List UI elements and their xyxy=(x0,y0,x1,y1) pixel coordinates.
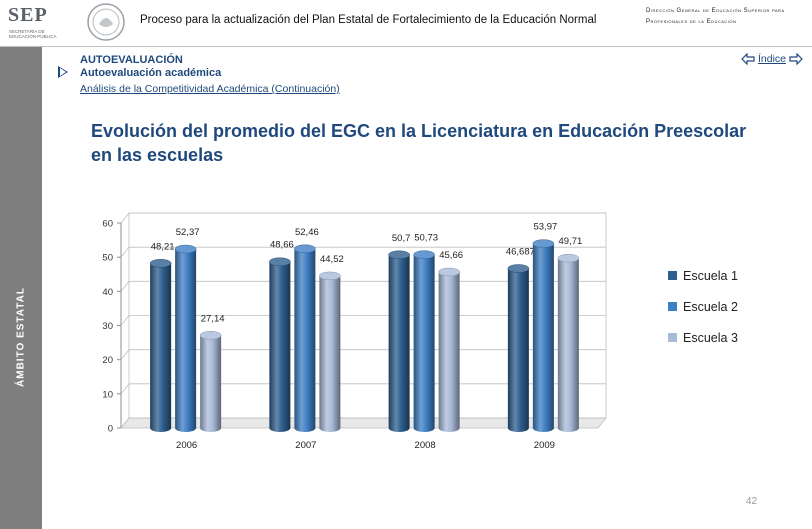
y-tick-label: 60 xyxy=(102,219,113,230)
data-label: 45,66 xyxy=(439,250,463,261)
header-divider xyxy=(0,46,812,47)
legend-label: Escuela 3 xyxy=(683,331,738,345)
sep-logo: SEP SECRETARÍA DE EDUCACIÓN PÚBLICA xyxy=(4,2,72,42)
logo-subtext: SECRETARÍA DE EDUCACIÓN PÚBLICA xyxy=(9,29,57,39)
bar-top xyxy=(269,257,291,266)
data-label: 46,687 xyxy=(506,246,535,257)
bar-escuela-2-2006 xyxy=(175,249,197,432)
national-seal-icon xyxy=(87,3,125,41)
gridline xyxy=(120,417,130,429)
bar-escuela-1-2007 xyxy=(269,261,291,432)
header: SEP SECRETARÍA DE EDUCACIÓN PÚBLICA Proc… xyxy=(0,0,812,46)
y-tick-label: 10 xyxy=(102,389,113,400)
gridline xyxy=(120,281,130,292)
header-right-text: Dirección General de Educación Superior … xyxy=(646,8,785,25)
legend-swatch xyxy=(668,271,677,280)
x-tick-label: 2008 xyxy=(415,440,436,451)
bar-top xyxy=(199,331,222,340)
bar-top xyxy=(438,267,460,277)
y-tick-label: 40 xyxy=(102,287,113,298)
bar-top xyxy=(507,264,530,273)
bar-top xyxy=(557,253,580,263)
bar-top xyxy=(294,244,316,254)
data-label: 53,97 xyxy=(533,222,557,233)
logo-text: SEP xyxy=(8,4,48,26)
index-nav: Índice xyxy=(741,53,803,65)
x-tick-label: 2009 xyxy=(534,440,555,451)
data-label: 49,71 xyxy=(558,236,582,247)
previous-arrow-icon[interactable] xyxy=(741,53,755,65)
x-tick-label: 2006 xyxy=(176,440,197,451)
bar-top xyxy=(532,239,555,248)
gridline xyxy=(120,349,130,360)
bar-escuela-3-2009 xyxy=(557,258,579,432)
page-number: 42 xyxy=(746,496,758,507)
bar-escuela-2-2008 xyxy=(413,254,435,432)
bar-top xyxy=(388,250,410,260)
sidebar: ÁMBITO ESTATAL xyxy=(0,47,42,529)
analysis-link[interactable]: Análisis de la Competitividad Académica … xyxy=(80,83,340,95)
bar-top xyxy=(174,244,197,254)
section-title: AUTOEVALUACIÓN xyxy=(80,54,183,66)
legend-label: Escuela 1 xyxy=(683,269,738,283)
gridline xyxy=(120,315,130,326)
legend-swatch xyxy=(668,333,677,342)
y-tick-label: 20 xyxy=(102,355,113,366)
bar-escuela-3-2006 xyxy=(200,335,222,432)
x-tick-label: 2007 xyxy=(295,440,316,451)
gridline xyxy=(120,212,130,224)
gridline xyxy=(120,246,130,258)
gridline xyxy=(120,383,130,395)
bar-escuela-2-2009 xyxy=(532,243,554,432)
bar-top xyxy=(413,250,435,259)
bar-escuela-1-2009 xyxy=(507,268,529,432)
next-arrow-icon[interactable] xyxy=(789,53,803,65)
data-label: 48,21 xyxy=(151,241,175,252)
data-label: 52,37 xyxy=(176,227,200,238)
bar-escuela-1-2008 xyxy=(388,254,410,432)
data-label: 50,7 xyxy=(392,233,411,244)
bar-escuela-3-2008 xyxy=(438,271,460,432)
bar-escuela-3-2007 xyxy=(319,275,341,432)
data-label: 50,73 xyxy=(414,233,438,244)
chart-title: Evolución del promedio del EGC en la Lic… xyxy=(91,121,747,165)
data-label: 44,52 xyxy=(320,254,344,265)
bar-escuela-1-2006 xyxy=(150,263,172,432)
y-tick-label: 0 xyxy=(108,424,113,435)
play-arrow-icon xyxy=(58,66,68,78)
bar-escuela-2-2007 xyxy=(294,248,316,432)
bar-top xyxy=(319,271,341,281)
data-label: 48,66 xyxy=(270,240,294,251)
subsection-title: Autoevaluación académica xyxy=(80,67,222,79)
legend-swatch xyxy=(668,302,677,311)
data-label: 27,14 xyxy=(201,313,225,324)
index-link[interactable]: Índice xyxy=(758,53,787,65)
data-label: 52,46 xyxy=(295,227,319,238)
legend-label: Escuela 2 xyxy=(683,300,738,314)
header-title: Proceso para la actualización del Plan E… xyxy=(140,14,597,26)
y-tick-label: 30 xyxy=(102,321,113,332)
bar-top xyxy=(149,259,172,268)
y-tick-label: 50 xyxy=(102,253,113,264)
